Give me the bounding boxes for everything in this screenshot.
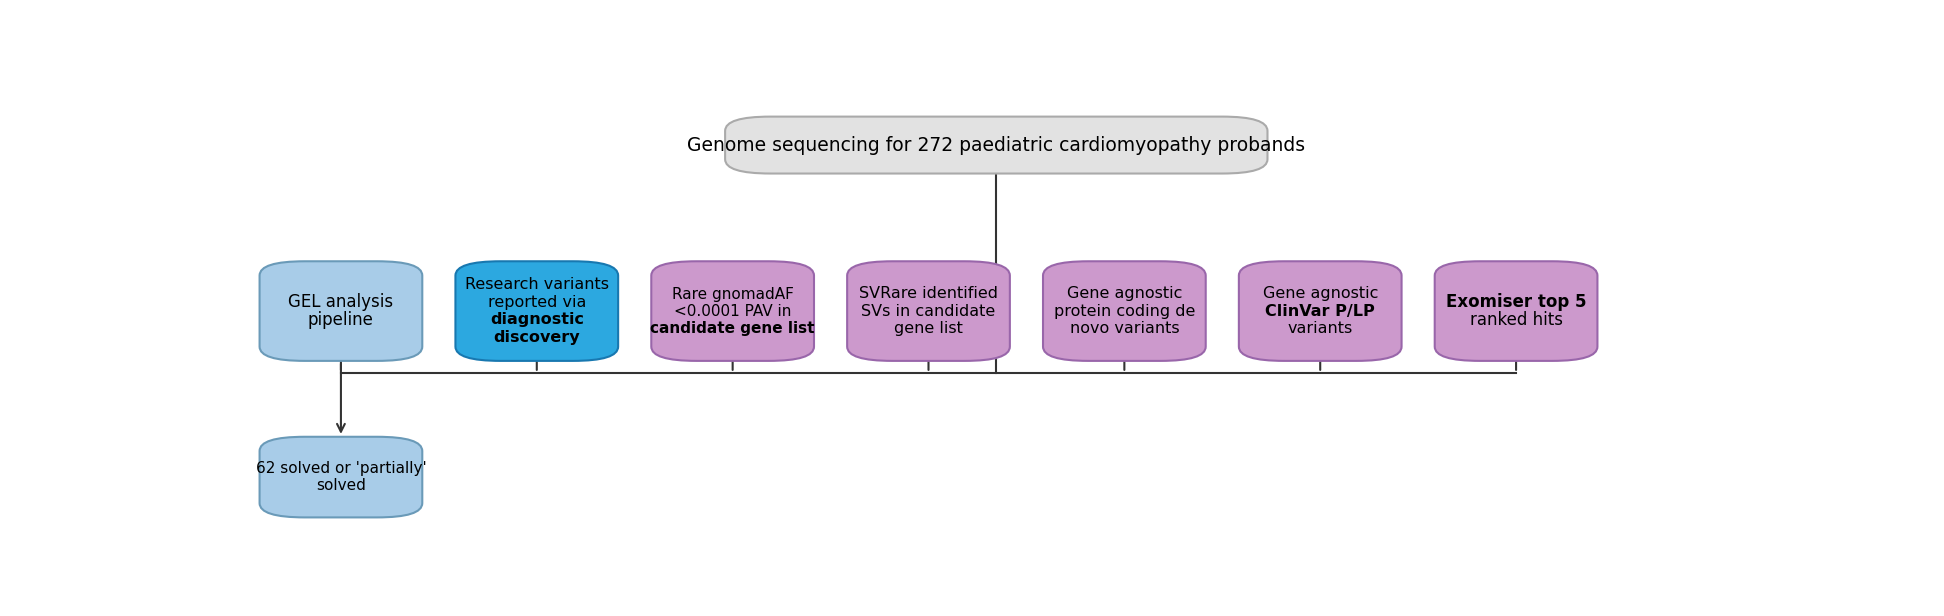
Text: novo variants: novo variants bbox=[1069, 322, 1180, 336]
FancyBboxPatch shape bbox=[848, 261, 1009, 361]
FancyBboxPatch shape bbox=[1044, 261, 1205, 361]
Text: GEL analysis: GEL analysis bbox=[288, 293, 393, 311]
Text: Rare gnomadAF: Rare gnomadAF bbox=[673, 286, 793, 301]
Text: ClinVar P/LP: ClinVar P/LP bbox=[1266, 304, 1374, 318]
FancyBboxPatch shape bbox=[455, 261, 618, 361]
Text: diagnostic: diagnostic bbox=[490, 312, 583, 328]
Text: candidate gene list: candidate gene list bbox=[651, 321, 815, 336]
Text: variants: variants bbox=[1287, 322, 1353, 336]
Text: 62 solved or 'partially': 62 solved or 'partially' bbox=[255, 461, 426, 476]
Text: SVs in candidate: SVs in candidate bbox=[861, 304, 995, 318]
Text: Gene agnostic: Gene agnostic bbox=[1262, 286, 1378, 301]
FancyBboxPatch shape bbox=[260, 437, 422, 517]
Text: solved: solved bbox=[317, 478, 365, 493]
Text: reported via: reported via bbox=[488, 294, 585, 310]
Text: pipeline: pipeline bbox=[307, 311, 373, 330]
Text: SVRare identified: SVRare identified bbox=[859, 286, 997, 301]
FancyBboxPatch shape bbox=[260, 261, 422, 361]
FancyBboxPatch shape bbox=[725, 116, 1267, 174]
Text: discovery: discovery bbox=[494, 330, 579, 346]
Text: Research variants: Research variants bbox=[465, 277, 608, 292]
Text: <0.0001 PAV in: <0.0001 PAV in bbox=[675, 304, 791, 318]
Text: gene list: gene list bbox=[894, 322, 962, 336]
FancyBboxPatch shape bbox=[651, 261, 815, 361]
Text: ranked hits: ranked hits bbox=[1470, 311, 1563, 330]
FancyBboxPatch shape bbox=[1435, 261, 1598, 361]
Text: Gene agnostic: Gene agnostic bbox=[1067, 286, 1182, 301]
Text: Genome sequencing for 272 paediatric cardiomyopathy probands: Genome sequencing for 272 paediatric car… bbox=[688, 136, 1304, 155]
Text: Exomiser top 5: Exomiser top 5 bbox=[1446, 293, 1586, 311]
Text: protein coding de: protein coding de bbox=[1054, 304, 1196, 318]
FancyBboxPatch shape bbox=[1238, 261, 1402, 361]
